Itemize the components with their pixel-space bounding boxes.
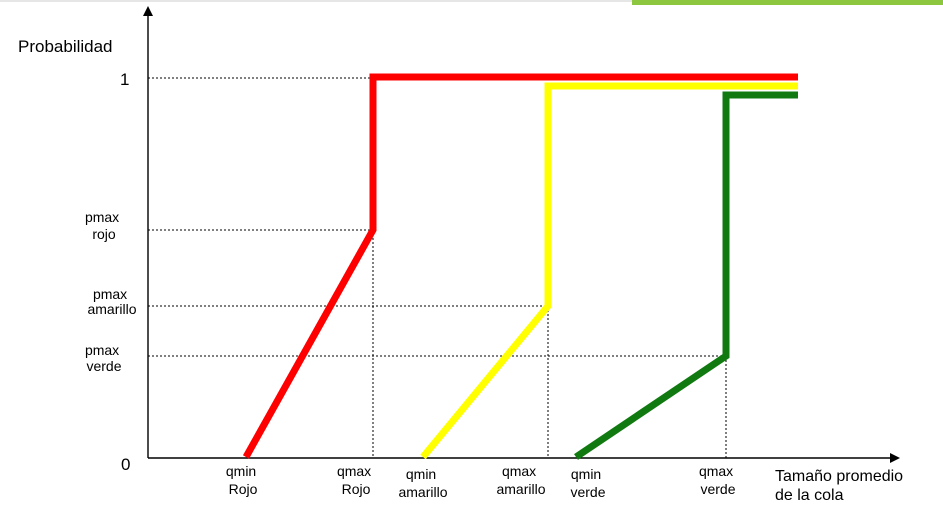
curve-verde bbox=[574, 91, 798, 460]
x-axis-label: Tamaño promedio de la cola bbox=[775, 468, 908, 504]
x-tick-qmax-amarillo: qmax amarillo bbox=[496, 463, 545, 497]
y-tick-pmax-amarillo: pmax amarillo bbox=[87, 286, 136, 317]
curve-rojo bbox=[242, 73, 798, 459]
y-tick-pmax-verde: pmax verde bbox=[85, 342, 123, 374]
x-tick-qmax-verde: qmax verde bbox=[699, 463, 737, 497]
y-axis-label: Probabilidad bbox=[18, 37, 113, 56]
x-tick-qmin-rojo: qmin Rojo bbox=[226, 463, 260, 497]
y-tick-one: 1 bbox=[120, 70, 129, 89]
top-gray-line bbox=[0, 0, 632, 2]
curve-amarillo bbox=[420, 82, 798, 460]
guide-lines bbox=[148, 77, 727, 458]
top-green-bar bbox=[632, 0, 943, 5]
top-accent-bar bbox=[0, 0, 943, 5]
x-tick-qmax-rojo: qmax Rojo bbox=[337, 463, 375, 497]
x-tick-qmin-amarillo: qmin amarillo bbox=[398, 466, 447, 500]
y-tick-zero: 0 bbox=[121, 455, 130, 474]
y-tick-pmax-rojo: pmax rojo bbox=[85, 209, 123, 242]
x-tick-qmin-verde: qmin verde bbox=[570, 466, 605, 500]
